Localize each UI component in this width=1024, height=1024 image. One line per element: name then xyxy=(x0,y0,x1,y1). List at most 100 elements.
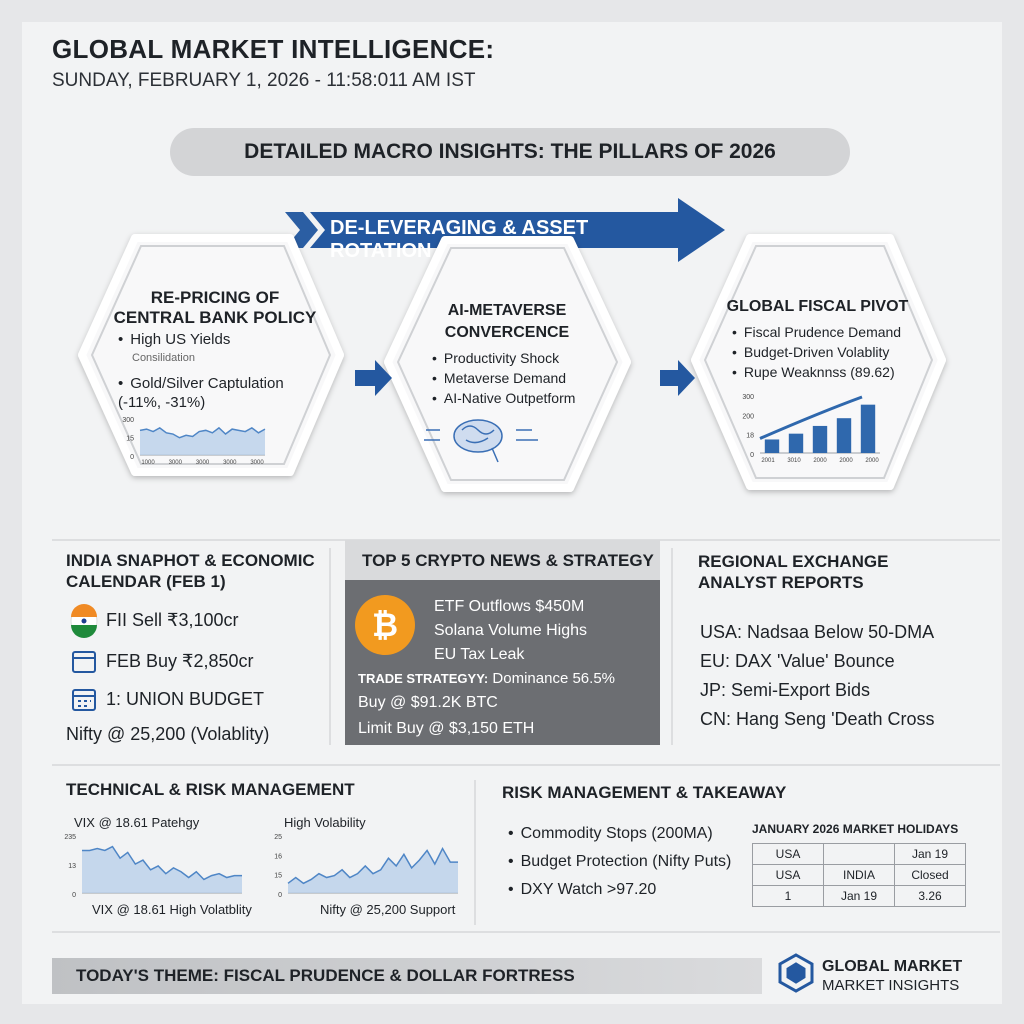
india-item: FII Sell ₹3,100cr xyxy=(106,610,239,630)
y-tick-label: 13 xyxy=(68,863,76,870)
y-tick-label: 25 xyxy=(274,834,282,841)
section-title: TOP 5 CRYPTO NEWS & STRATEGY xyxy=(362,551,654,570)
chart-label: VIX @ 18.61 High Volatblity xyxy=(92,902,252,917)
strategy-line: TRADE STRATEGYY: Dominance 56.5% xyxy=(358,670,615,687)
footer-bar xyxy=(52,958,762,994)
india-item: 1: UNION BUDGET xyxy=(106,689,265,709)
risk-bullets: Commodity Stops (200MA) Budget Protectio… xyxy=(508,820,732,904)
cell: Jan 19 xyxy=(823,885,895,907)
banner-text: DETAILED MACRO INSIGHTS: THE PILLARS OF … xyxy=(244,140,776,163)
hexagon-inner xyxy=(90,245,332,465)
pillar-title: GLOBAL FISCAL PIVOT xyxy=(726,298,909,315)
page-subtitle: SUNDAY, FEBRUARY 1, 2026 - 11:58:011 AM … xyxy=(52,70,476,91)
bullet: Commodity Stops (200MA) xyxy=(508,820,731,848)
chart-label: VIX @ 18.61 Patehgy xyxy=(74,815,200,830)
x-tick-label: 3010 xyxy=(787,458,801,464)
x-tick-label: 2000 xyxy=(865,458,879,464)
x-tick-label: 2000 xyxy=(839,458,853,464)
cell: Closed xyxy=(894,864,966,886)
regional-item: EU: DAX 'Value' Bounce xyxy=(700,651,895,671)
y-tick-label: 18 xyxy=(746,433,754,440)
section-title: TECHNICAL & RISK MANAGEMENT xyxy=(66,780,355,799)
chart-label: High Volability xyxy=(284,815,366,830)
y-tick-label: 200 xyxy=(742,413,754,420)
news-item: EU Tax Leak xyxy=(434,646,525,663)
bullet: High US Yields xyxy=(118,330,308,349)
connector-arrow xyxy=(355,360,392,396)
line xyxy=(82,845,242,881)
area-fill xyxy=(82,846,242,893)
hexagon-inner xyxy=(396,247,619,481)
cell: Jan 19 xyxy=(894,843,966,865)
regional-item: USA: Nadsaa Below 50-DMA xyxy=(700,622,935,642)
bullet: Fiscal Prudence Demand xyxy=(732,322,901,342)
bullet: Productivity Shock xyxy=(432,348,575,368)
area-fill xyxy=(140,427,265,455)
bullet: Rupe Weaknnss (89.62) xyxy=(732,362,901,382)
hexagon xyxy=(78,234,344,476)
note: Consilidation xyxy=(132,352,195,364)
bullet: Metaverse Demand xyxy=(432,368,575,388)
trend-arrow xyxy=(759,395,863,440)
bullet: Budget-Driven Volablity xyxy=(732,342,901,362)
x-tick-label: 1000 xyxy=(141,460,155,466)
bar xyxy=(788,433,804,453)
bar xyxy=(860,404,876,453)
x-tick-label: 2001 xyxy=(761,458,775,464)
news-item: ETF Outflows $450M xyxy=(434,598,585,615)
y-tick-label: 0 xyxy=(278,892,282,899)
y-tick-label: 0 xyxy=(130,454,134,461)
news-item: Solana Volume Highs xyxy=(434,622,587,639)
strategy-item: Buy @ $91.2K BTC xyxy=(358,694,498,711)
y-tick-label: 235 xyxy=(64,834,76,841)
calendar-icon xyxy=(72,689,96,711)
x-tick-label: 3000 xyxy=(250,460,264,466)
crypto-news: ETF Outflows $450M Solana Volume Highs E… xyxy=(434,595,587,667)
logo-text: GLOBAL MARKET xyxy=(822,958,963,975)
y-tick-label: 0 xyxy=(750,452,754,459)
pillar-bullets: Fiscal Prudence Demand Budget-Driven Vol… xyxy=(732,322,901,382)
hexagon-inner xyxy=(703,245,934,479)
bullet: AI-Native Outpetform xyxy=(432,388,576,408)
india-item: Nifty @ 25,200 (Volablity) xyxy=(66,724,270,744)
chart-label: Nifty @ 25,200 Support xyxy=(320,902,456,917)
bullet: Budget Protection (Nifty Puts) xyxy=(508,848,732,876)
section-title: RISK MANAGEMENT & TAKEAWAY xyxy=(502,783,787,802)
section-title: INDIA SNAPHOT & ECONOMIC CALENDAR (FEB 1… xyxy=(66,551,315,591)
calendar-icon xyxy=(72,651,96,673)
y-tick-label: 300 xyxy=(122,417,134,424)
x-tick-label: 2000 xyxy=(813,458,827,464)
cell: 3.26 xyxy=(894,885,966,907)
y-tick-label: 16 xyxy=(274,853,282,860)
crypto-header xyxy=(345,540,660,580)
bullet: Gold/Silver Captulation (-11%, -31%) xyxy=(118,374,308,412)
cell: 1 xyxy=(752,885,824,907)
charts: 300 15 0 1000 3000 3000 3000 3000 300 200 18 0 2001 3… xyxy=(64,394,880,899)
logo-icon xyxy=(778,953,814,993)
arrow-band xyxy=(310,198,725,262)
banner-pill xyxy=(170,128,850,176)
table-title: JANUARY 2026 MARKET HOLIDAYS xyxy=(752,822,959,836)
x-tick-label: 3000 xyxy=(169,460,183,466)
cell: USA xyxy=(752,843,824,865)
page-title: GLOBAL MARKET INTELLIGENCE: xyxy=(52,34,495,64)
regional-list: USA: Nadsaa Below 50-DMA EU: DAX 'Value'… xyxy=(700,618,935,734)
regional-item: JP: Semi-Export Bids xyxy=(700,680,871,700)
x-tick-label: 3000 xyxy=(196,460,210,466)
strategy-label: TRADE STRATEGYY: xyxy=(358,671,489,686)
bullet: DXY Watch >97.20 xyxy=(508,876,731,904)
bar xyxy=(836,418,852,453)
y-tick-label: 0 xyxy=(72,892,76,899)
section-title: REGIONAL EXCHANGE ANALYST REPORTS xyxy=(698,552,889,592)
y-tick-label: 300 xyxy=(742,394,754,401)
bar xyxy=(764,439,780,453)
pillar-bullets: High US Yields Consilidation Gold/Silver… xyxy=(118,330,308,412)
arrow-label: DE-LEVERAGING & ASSET ROTATION xyxy=(330,217,589,262)
strategy-item: Dominance 56.5% xyxy=(492,670,615,687)
bitcoin-symbol: ₿ xyxy=(372,607,398,643)
regional-item: CN: Hang Seng 'Death Cross xyxy=(700,709,935,729)
pillar-title: AI-METAVERSE CONVERCENCE xyxy=(444,302,570,341)
cell xyxy=(823,843,895,865)
logo-text: MARKET INSIGHTS xyxy=(822,977,960,994)
